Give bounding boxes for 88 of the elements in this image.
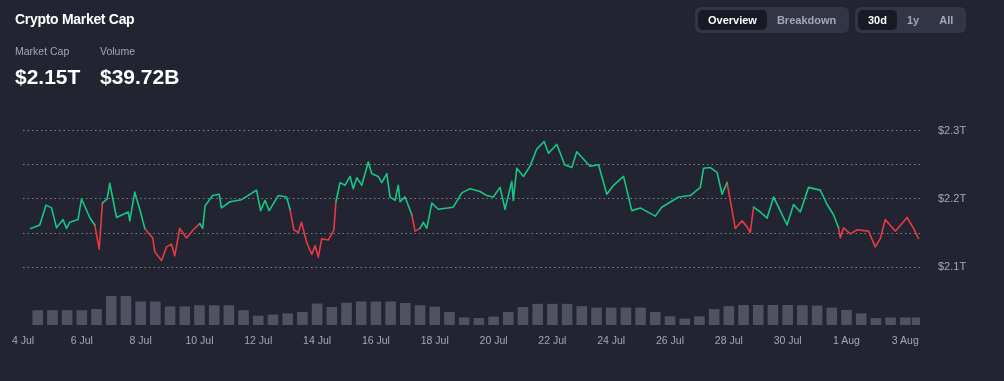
bar bbox=[488, 316, 499, 325]
bar bbox=[400, 302, 411, 325]
bar bbox=[194, 305, 205, 325]
bar bbox=[738, 304, 749, 325]
bar bbox=[164, 306, 176, 325]
text: Volume bbox=[100, 45, 137, 57]
x-tick-label: 22 Jul bbox=[538, 334, 567, 347]
bar bbox=[826, 307, 838, 325]
bar bbox=[561, 303, 573, 325]
view-tab: Breakdown bbox=[766, 10, 847, 30]
bar bbox=[47, 310, 58, 325]
text: $39.72B bbox=[100, 65, 180, 89]
bar bbox=[105, 296, 117, 325]
x-tick-label: 1 Aug bbox=[833, 334, 861, 347]
text: $2.15T bbox=[15, 65, 81, 89]
bar bbox=[708, 309, 720, 325]
bar bbox=[620, 307, 632, 325]
x-tick-label: 24 Jul bbox=[597, 334, 626, 347]
bar bbox=[782, 304, 793, 325]
bar bbox=[650, 311, 661, 325]
bar bbox=[238, 310, 249, 325]
bar bbox=[297, 311, 308, 325]
bar bbox=[91, 309, 102, 325]
bar bbox=[591, 307, 602, 325]
x-tick-label: 30 Jul bbox=[773, 334, 802, 347]
bar bbox=[429, 306, 441, 325]
text: Market Cap bbox=[15, 45, 71, 57]
bar bbox=[694, 316, 705, 325]
bar bbox=[870, 318, 882, 325]
bar bbox=[885, 317, 896, 325]
bar bbox=[767, 304, 779, 325]
bar bbox=[208, 305, 220, 325]
bar bbox=[385, 301, 396, 325]
bar bbox=[532, 303, 543, 325]
bar bbox=[32, 310, 43, 325]
y-tick-label: $2.1T bbox=[938, 260, 967, 273]
bar bbox=[679, 318, 691, 325]
x-tick-label: 6 Jul bbox=[70, 334, 93, 347]
bar bbox=[120, 296, 132, 325]
bar bbox=[326, 307, 338, 325]
bar bbox=[576, 306, 588, 325]
bar bbox=[370, 301, 382, 325]
x-tick-label: 10 Jul bbox=[185, 334, 214, 347]
bar bbox=[341, 302, 352, 325]
bar bbox=[444, 311, 455, 325]
bar bbox=[311, 303, 323, 325]
x-tick-label: 4 Jul bbox=[11, 334, 35, 347]
chart-title: Crypto Market Cap bbox=[15, 11, 135, 27]
range-tab: All bbox=[929, 10, 964, 30]
bar bbox=[635, 307, 646, 325]
bar bbox=[282, 313, 293, 325]
range-tab: 30d bbox=[858, 10, 897, 30]
bar bbox=[223, 305, 235, 325]
bar bbox=[179, 306, 191, 325]
x-tick-label: 16 Jul bbox=[361, 334, 390, 347]
x-tick-label: 26 Jul bbox=[656, 334, 685, 347]
bar bbox=[458, 317, 470, 325]
bar bbox=[605, 307, 617, 325]
x-tick-label: 20 Jul bbox=[479, 334, 508, 347]
bar bbox=[355, 301, 367, 325]
x-tick-label: 14 Jul bbox=[303, 334, 332, 347]
x-tick-label: 3 Aug bbox=[891, 334, 919, 347]
bar bbox=[414, 305, 426, 325]
bar bbox=[252, 315, 264, 325]
bar bbox=[76, 310, 88, 325]
bar bbox=[797, 305, 808, 325]
bar bbox=[150, 301, 161, 325]
bar bbox=[502, 311, 514, 325]
bar bbox=[61, 310, 73, 325]
bar bbox=[135, 301, 146, 325]
x-tick-label: 18 Jul bbox=[420, 334, 449, 347]
range-tab: 1y bbox=[896, 10, 930, 30]
bar bbox=[473, 318, 485, 325]
bar bbox=[517, 307, 529, 325]
bar bbox=[841, 309, 852, 325]
x-tick-label: 12 Jul bbox=[244, 334, 273, 347]
y-tick-label: $2.3T bbox=[938, 123, 967, 136]
view-tab: Overview bbox=[698, 10, 767, 30]
bar bbox=[664, 316, 676, 325]
y-tick-label: $2.2T bbox=[938, 192, 967, 205]
bar bbox=[855, 313, 867, 325]
x-tick-label: 28 Jul bbox=[714, 334, 743, 347]
bar bbox=[811, 305, 823, 325]
bar bbox=[547, 303, 558, 325]
x-tick-label: 8 Jul bbox=[129, 334, 152, 347]
bar bbox=[723, 306, 735, 325]
bar bbox=[752, 304, 764, 325]
bar bbox=[267, 314, 279, 325]
